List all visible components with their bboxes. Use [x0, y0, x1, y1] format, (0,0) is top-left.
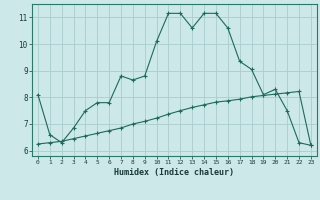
X-axis label: Humidex (Indice chaleur): Humidex (Indice chaleur)	[115, 168, 234, 177]
